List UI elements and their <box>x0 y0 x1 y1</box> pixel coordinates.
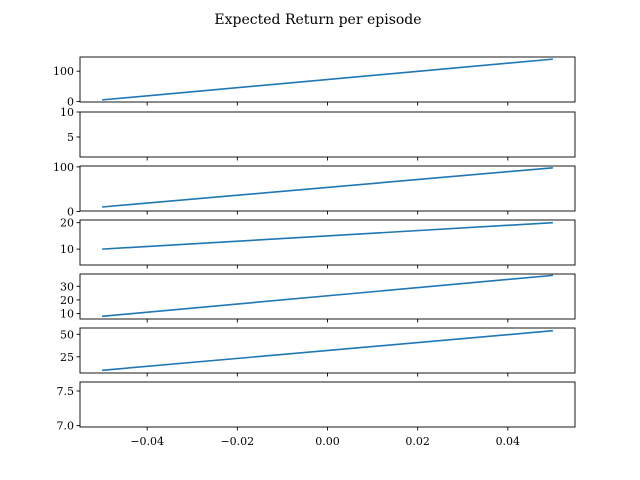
y-tick-label: 10 <box>60 243 74 256</box>
subplot-4: 10 20 <box>60 217 576 269</box>
y-tick-label: 10 <box>60 308 74 321</box>
series-line <box>102 58 553 101</box>
y-tick-label: 7.0 <box>57 420 75 433</box>
x-tick-label: 0.04 <box>496 435 521 448</box>
y-tick-label: 30 <box>60 280 74 293</box>
subplot-7: 7.0 7.5 −0.04 −0.02 0.00 0.02 0.04 <box>57 381 576 448</box>
series-line <box>102 166 553 208</box>
y-tick-label: 0 <box>67 205 74 218</box>
series-line <box>102 221 553 250</box>
x-tick-label: −0.04 <box>130 435 164 448</box>
subplot-2: 5 10 <box>60 106 576 161</box>
x-tick-label: 0.02 <box>405 435 430 448</box>
x-tick-label: −0.02 <box>220 435 254 448</box>
subplot-6: 25 50 <box>60 327 576 377</box>
y-tick-label: 0 <box>67 95 74 108</box>
subplot-1: 0 100 <box>53 56 576 108</box>
x-tick-label: 0.00 <box>315 435 340 448</box>
y-tick-label: 5 <box>67 131 74 144</box>
y-tick-label: 100 <box>53 65 74 78</box>
y-tick-label: 50 <box>60 328 74 341</box>
y-tick-label: 20 <box>60 294 74 307</box>
y-tick-label: 20 <box>60 217 74 230</box>
y-tick-label: 100 <box>53 161 74 174</box>
y-tick-label: 25 <box>60 351 74 364</box>
y-tick-label: 7.5 <box>57 385 75 398</box>
series-line <box>102 274 553 318</box>
chart-title: Expected Return per episode <box>214 12 421 28</box>
subplot-3: 0 100 <box>53 161 576 218</box>
y-tick-label: 10 <box>60 106 74 119</box>
series-line <box>102 329 553 372</box>
